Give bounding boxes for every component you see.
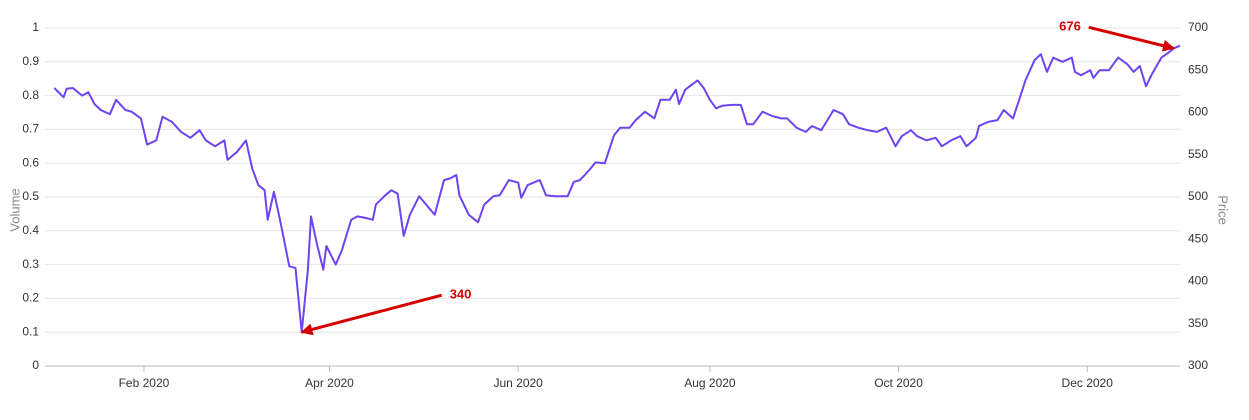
y-tick-label: 0.1 [22, 324, 39, 338]
y-tick-label: 0.3 [22, 257, 39, 271]
y-tick-label: 0.7 [22, 122, 39, 136]
y-tick-label: 0.5 [22, 189, 39, 203]
y-tick-label: 0.6 [22, 155, 39, 169]
y2-tick-label: 500 [1188, 189, 1208, 203]
y-axis-label: Volume [7, 188, 22, 231]
annotation-arrow [1088, 25, 1175, 52]
y2-tick-label: 700 [1188, 20, 1208, 34]
x-tick-label: Oct 2020 [874, 376, 923, 390]
y-tick-label: 0 [32, 358, 39, 372]
y-tick-label: 0.4 [22, 223, 39, 237]
y2-tick-label: 350 [1188, 316, 1208, 330]
price-line [53, 44, 1181, 334]
y2-tick-label: 400 [1188, 274, 1208, 288]
annotation-arrow [300, 293, 443, 336]
x-tick-label: Aug 2020 [684, 376, 736, 390]
x-tick-label: Jun 2020 [493, 376, 543, 390]
x-tick-label: Apr 2020 [305, 376, 354, 390]
y-tick-label: 0.9 [22, 54, 39, 68]
y2-tick-label: 650 [1188, 62, 1208, 76]
x-tick-label: Dec 2020 [1062, 376, 1114, 390]
y-tick-label: 0.2 [22, 291, 39, 305]
y2-tick-label: 550 [1188, 147, 1208, 161]
y-tick-label: 1 [32, 20, 39, 34]
y2-axis-label: Price [1216, 195, 1231, 225]
y2-tick-label: 300 [1188, 358, 1208, 372]
x-tick-label: Feb 2020 [119, 376, 170, 390]
annotation-label: 676 [1059, 19, 1081, 34]
annotation-label: 340 [450, 287, 472, 302]
y2-tick-label: 450 [1188, 231, 1208, 245]
y2-tick-label: 600 [1188, 105, 1208, 119]
y-tick-label: 0.8 [22, 88, 39, 102]
